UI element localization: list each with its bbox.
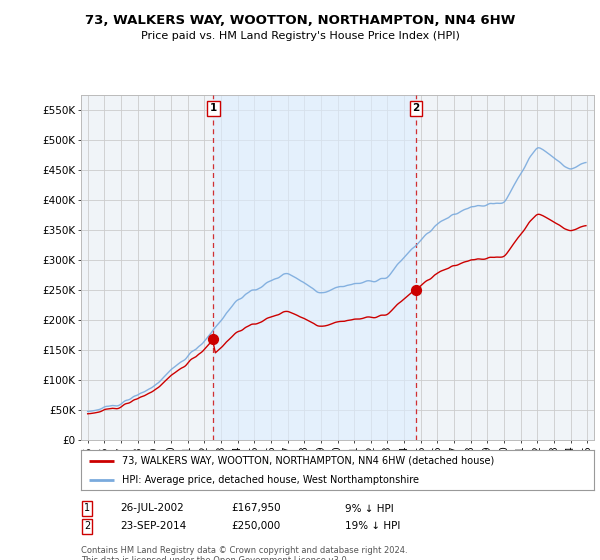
Point: [208, 334, 218, 343]
Text: 2: 2: [84, 521, 90, 531]
Text: 23-SEP-2014: 23-SEP-2014: [120, 521, 186, 531]
Text: 9% ↓ HPI: 9% ↓ HPI: [345, 503, 394, 514]
Point: [411, 286, 421, 295]
Text: £250,000: £250,000: [231, 521, 280, 531]
Text: 1: 1: [84, 503, 90, 514]
Text: £167,950: £167,950: [231, 503, 281, 514]
Text: 2: 2: [412, 104, 419, 113]
Text: Price paid vs. HM Land Registry's House Price Index (HPI): Price paid vs. HM Land Registry's House …: [140, 31, 460, 41]
Text: 1: 1: [209, 104, 217, 113]
Text: 73, WALKERS WAY, WOOTTON, NORTHAMPTON, NN4 6HW (detached house): 73, WALKERS WAY, WOOTTON, NORTHAMPTON, N…: [122, 456, 494, 466]
Text: 26-JUL-2002: 26-JUL-2002: [120, 503, 184, 514]
Text: HPI: Average price, detached house, West Northamptonshire: HPI: Average price, detached house, West…: [122, 475, 419, 485]
Text: 19% ↓ HPI: 19% ↓ HPI: [345, 521, 400, 531]
Text: Contains HM Land Registry data © Crown copyright and database right 2024.
This d: Contains HM Land Registry data © Crown c…: [81, 546, 407, 560]
Text: 73, WALKERS WAY, WOOTTON, NORTHAMPTON, NN4 6HW: 73, WALKERS WAY, WOOTTON, NORTHAMPTON, N…: [85, 14, 515, 27]
Bar: [213, 95, 416, 440]
